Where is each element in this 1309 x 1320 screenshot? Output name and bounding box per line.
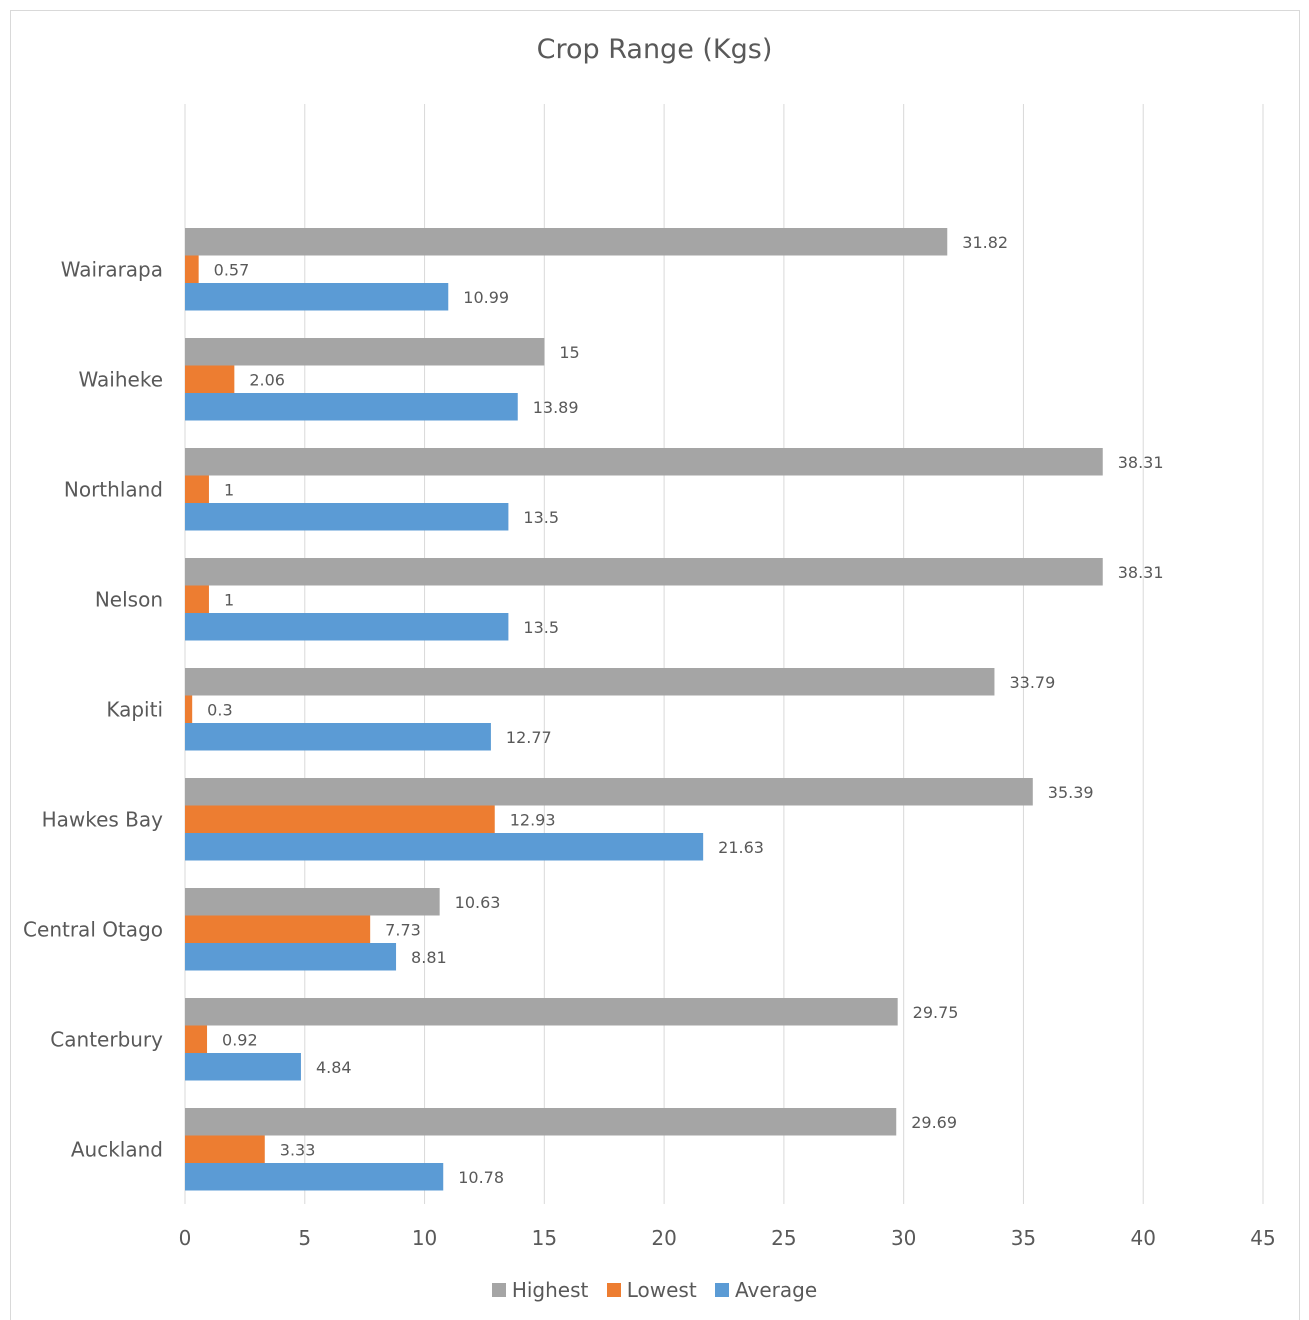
category-label: Wairarapa <box>61 257 163 281</box>
category-label: Central Otago <box>23 917 163 941</box>
bar-lowest <box>185 1135 265 1163</box>
data-label: 10.63 <box>455 893 501 912</box>
data-label: 12.77 <box>506 728 552 747</box>
category-label: Waiheke <box>79 367 163 391</box>
data-label: 4.84 <box>316 1058 352 1077</box>
category-label: Northland <box>64 477 163 501</box>
data-label: 29.75 <box>913 1003 959 1022</box>
bar-average <box>185 393 518 421</box>
x-tick-label: 35 <box>1011 1226 1036 1250</box>
bar-lowest <box>185 365 235 393</box>
x-tick-label: 20 <box>651 1226 676 1250</box>
bar-highest <box>185 338 545 366</box>
legend-swatch-lowest <box>606 1283 621 1297</box>
bar-lowest <box>185 695 193 723</box>
legend-swatch-average <box>715 1283 730 1297</box>
bar-highest <box>185 448 1103 476</box>
bar-average <box>185 833 704 861</box>
bar-average <box>185 1163 444 1191</box>
data-label: 8.81 <box>411 948 447 967</box>
data-label: 2.06 <box>249 370 285 389</box>
legend-item-lowest: Lowest <box>606 1278 697 1302</box>
x-tick-label: 25 <box>771 1226 796 1250</box>
bar-highest <box>185 1108 897 1136</box>
data-label: 1 <box>224 590 234 609</box>
legend: Highest Lowest Average <box>0 1278 1309 1302</box>
legend-label-lowest: Lowest <box>626 1278 697 1302</box>
data-label: 15 <box>559 343 579 362</box>
data-label: 29.69 <box>911 1113 957 1132</box>
chart-title: Crop Range (Kgs) <box>536 34 773 65</box>
category-label: Kapiti <box>106 697 163 721</box>
bar-highest <box>185 998 898 1026</box>
bar-average <box>185 613 509 641</box>
x-tick-label: 15 <box>532 1226 557 1250</box>
bar-highest <box>185 558 1103 586</box>
x-tick-label: 45 <box>1250 1226 1275 1250</box>
data-label: 38.31 <box>1118 453 1164 472</box>
data-label: 0.57 <box>214 260 250 279</box>
bar-highest <box>185 778 1033 806</box>
category-label: Canterbury <box>50 1027 163 1051</box>
category-label: Nelson <box>95 587 163 611</box>
legend-item-average: Average <box>715 1278 817 1302</box>
data-label: 0.92 <box>222 1030 258 1049</box>
bar-lowest <box>185 255 199 283</box>
category-label: Auckland <box>71 1137 163 1161</box>
data-label: 13.5 <box>523 508 559 527</box>
x-tick-label: 30 <box>891 1226 916 1250</box>
x-tick-label: 10 <box>412 1226 437 1250</box>
bar-average <box>185 723 491 751</box>
data-label: 33.79 <box>1009 673 1055 692</box>
data-label: 13.89 <box>533 398 579 417</box>
bar-lowest <box>185 1025 208 1053</box>
data-label: 10.78 <box>458 1168 504 1187</box>
data-label: 21.63 <box>718 838 764 857</box>
x-tick-label: 5 <box>298 1226 311 1250</box>
category-label: Hawkes Bay <box>42 807 164 831</box>
bar-average <box>185 1053 301 1081</box>
data-label: 10.99 <box>463 288 509 307</box>
bar-average <box>185 283 449 311</box>
bar-highest <box>185 888 440 916</box>
legend-swatch-highest <box>491 1283 506 1297</box>
bar-lowest <box>185 805 495 833</box>
data-label: 13.5 <box>523 618 559 637</box>
bar-average <box>185 503 509 531</box>
bar-highest <box>185 228 948 256</box>
legend-label-highest: Highest <box>511 1278 589 1302</box>
bar-lowest <box>185 915 371 943</box>
legend-item-highest: Highest <box>491 1278 589 1302</box>
data-label: 12.93 <box>510 810 556 829</box>
bar-highest <box>185 668 995 696</box>
data-label: 7.73 <box>385 920 421 939</box>
legend-label-average: Average <box>735 1278 818 1302</box>
data-label: 38.31 <box>1118 563 1164 582</box>
data-label: 1 <box>224 480 234 499</box>
x-tick-label: 40 <box>1130 1226 1155 1250</box>
data-label: 35.39 <box>1048 783 1094 802</box>
bar-lowest <box>185 475 209 503</box>
data-label: 31.82 <box>962 233 1008 252</box>
x-tick-label: 0 <box>179 1226 192 1250</box>
data-label: 0.3 <box>207 700 232 719</box>
bar-average <box>185 943 397 971</box>
bar-lowest <box>185 585 209 613</box>
data-label: 3.33 <box>280 1140 316 1159</box>
